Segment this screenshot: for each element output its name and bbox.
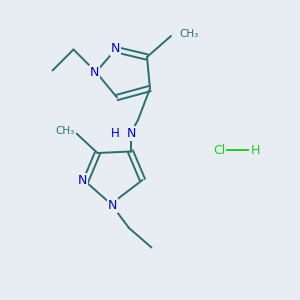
Text: H: H bbox=[250, 143, 260, 157]
Text: N: N bbox=[126, 127, 136, 140]
Text: N: N bbox=[90, 65, 99, 79]
Text: N: N bbox=[111, 41, 120, 55]
Text: Cl: Cl bbox=[213, 143, 225, 157]
Text: N: N bbox=[108, 199, 117, 212]
Text: H: H bbox=[110, 127, 119, 140]
Text: CH₃: CH₃ bbox=[179, 29, 199, 40]
Text: CH₃: CH₃ bbox=[56, 125, 75, 136]
Text: N: N bbox=[78, 173, 87, 187]
